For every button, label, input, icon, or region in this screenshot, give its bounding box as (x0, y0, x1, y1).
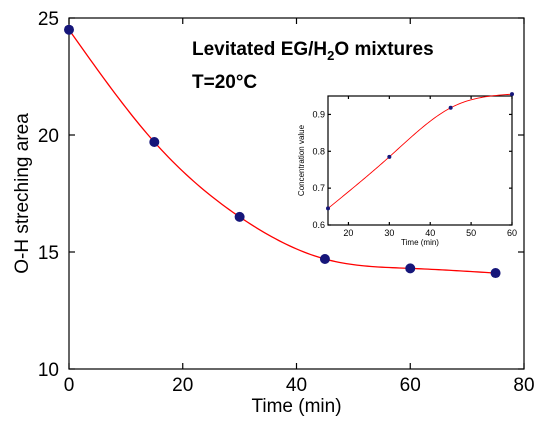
data-point (149, 137, 160, 148)
x-tick-label: 40 (286, 375, 307, 396)
x-axis-title: Time (min) (251, 396, 341, 417)
inset-y-axis-title: Concentration value (297, 124, 306, 196)
inset-y-tick-label: 0.6 (312, 220, 325, 230)
inset-x-tick-label: 40 (425, 228, 435, 238)
data-point (405, 263, 416, 274)
x-tick-label: 80 (513, 375, 534, 396)
inset-plot-frame (327, 95, 513, 226)
inset-fit-curve (327, 93, 513, 209)
inset-y-tick-label: 0.7 (312, 183, 325, 193)
main-chart: 0 20 40 60 80 10 15 20 25 Time (min) O-H streching… (12, 9, 535, 417)
data-point (319, 254, 330, 265)
x-tick-label: 0 (64, 375, 75, 396)
data-point (490, 268, 501, 279)
data-point (64, 24, 74, 35)
inset-data-point (326, 206, 330, 211)
fit-curve (68, 29, 496, 274)
x-tick-label: 20 (172, 375, 193, 396)
y-tick-label: 10 (38, 360, 59, 381)
inset-x-tick-label: 20 (343, 228, 353, 238)
inset-chart: 20 30 40 50 60 0.6 0.7 0.8 0.9 Time (min) Concentr… (297, 92, 517, 247)
main-data-points (64, 24, 501, 279)
inset-data-point (387, 154, 392, 159)
inset-x-axis-title: Time (min) (401, 238, 439, 247)
inset-data-points (326, 92, 514, 211)
main-axes: 0 20 40 60 80 10 15 20 25 Time (min) O-H streching… (12, 9, 535, 417)
annotation-temperature: T=20°C (192, 72, 257, 93)
data-point (234, 211, 245, 222)
main-fit-line (68, 29, 496, 274)
inset-x-tick-label: 30 (384, 228, 394, 238)
inset-data-point (448, 105, 453, 110)
inset-x-tick-label: 60 (507, 228, 517, 238)
inset-y-tick-label: 0.8 (312, 146, 325, 156)
y-tick-label: 15 (38, 243, 59, 264)
inset-data-point (510, 92, 514, 97)
annotation-title: Levitated EG/H2O mixtures (192, 39, 434, 63)
y-axis-title: O-H streching area (12, 113, 33, 274)
y-tick-label: 25 (38, 9, 59, 30)
inset-y-tick-label: 0.9 (312, 109, 325, 119)
inset-x-tick-label: 50 (466, 228, 476, 238)
x-tick-label: 60 (400, 375, 421, 396)
inset-fit-line (327, 93, 513, 209)
y-tick-label: 20 (38, 126, 59, 147)
inset-axes: 20 30 40 50 60 0.6 0.7 0.8 0.9 Time (min) Concentr… (297, 95, 517, 247)
